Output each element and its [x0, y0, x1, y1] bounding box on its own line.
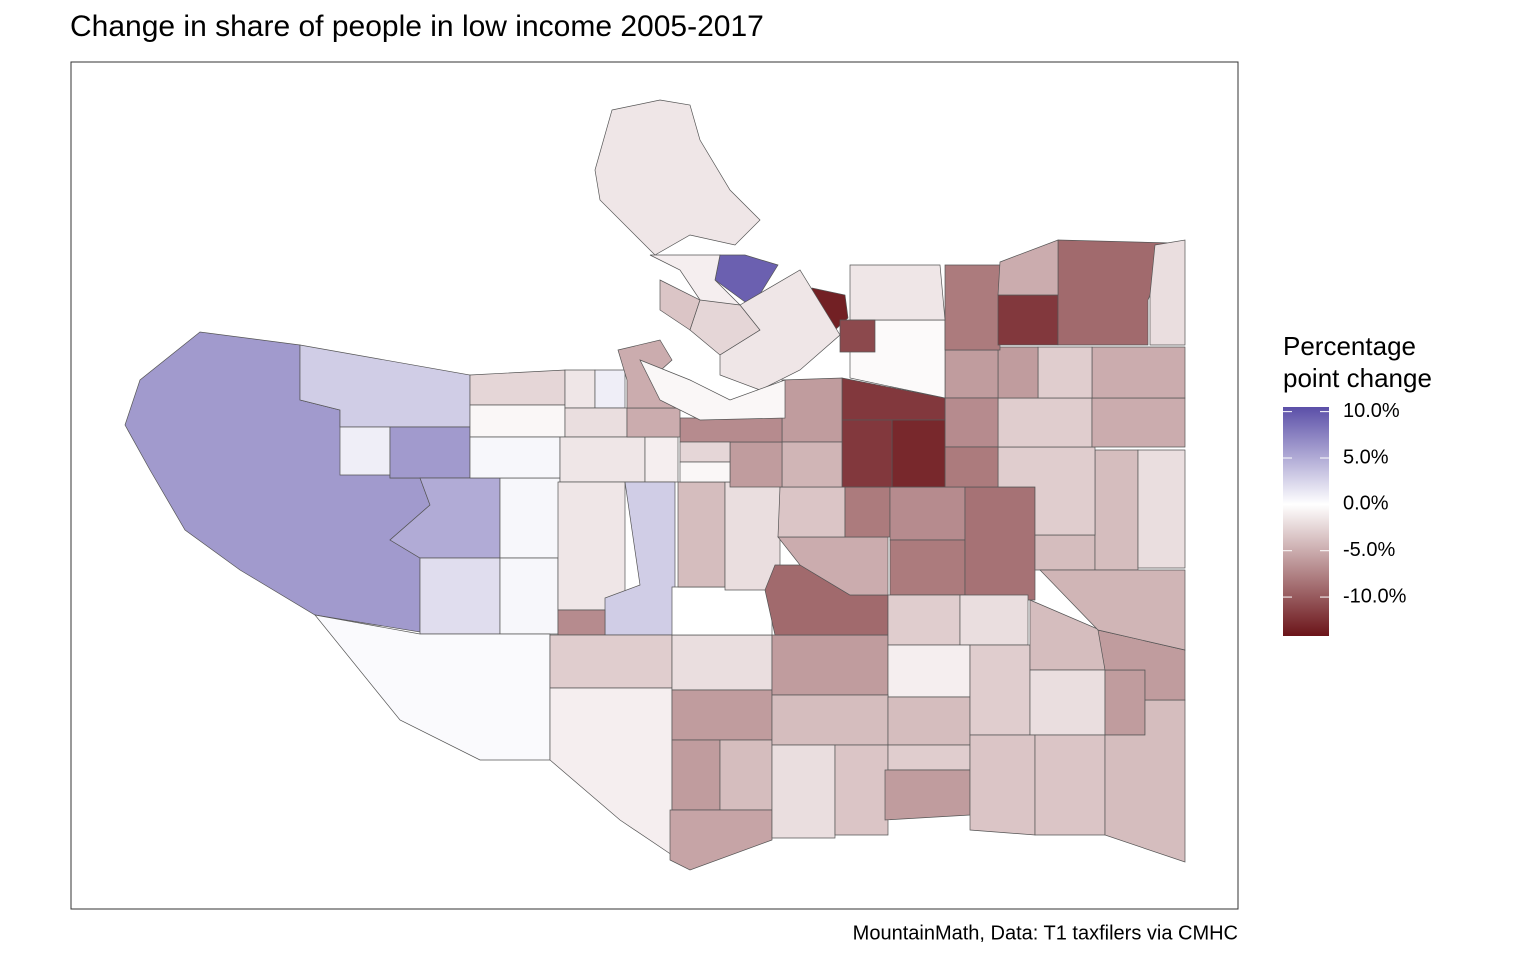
region — [671, 689, 773, 741]
region — [887, 744, 971, 771]
region — [891, 419, 946, 488]
region — [679, 417, 783, 443]
region — [679, 461, 731, 483]
region — [839, 319, 876, 353]
region — [849, 264, 946, 321]
region — [469, 404, 566, 438]
region — [844, 486, 891, 538]
region — [1091, 346, 1186, 399]
region — [1091, 397, 1186, 448]
region — [1057, 239, 1173, 346]
caption: MountainMath, Data: T1 taxfilers via CMH… — [853, 922, 1238, 944]
region — [644, 436, 679, 483]
region — [1104, 669, 1146, 736]
region — [389, 426, 471, 479]
region — [969, 644, 1031, 736]
region — [557, 609, 606, 636]
region — [889, 486, 966, 541]
colorbar-tick-label: 5.0% — [1343, 446, 1389, 468]
colorbar-tick-label: -10.0% — [1343, 585, 1407, 607]
colorbar-tick-label: 0.0% — [1343, 493, 1389, 515]
region — [771, 744, 836, 839]
region — [594, 99, 761, 256]
region — [1149, 239, 1186, 346]
region — [671, 586, 773, 636]
region — [594, 369, 626, 409]
region — [639, 359, 786, 421]
region — [834, 744, 889, 836]
region — [1094, 449, 1139, 571]
region — [781, 377, 843, 443]
region — [499, 557, 559, 635]
region — [1037, 346, 1093, 399]
region — [969, 734, 1036, 836]
region — [777, 486, 846, 538]
region — [729, 441, 783, 488]
colorbar-tick-label: 10.0% — [1343, 400, 1400, 422]
region — [887, 644, 971, 698]
region — [771, 634, 889, 696]
region — [944, 264, 1001, 351]
region — [944, 349, 999, 399]
region — [771, 694, 889, 746]
colorbar — [1283, 407, 1329, 636]
region — [419, 557, 501, 635]
region — [1034, 734, 1106, 836]
region — [671, 634, 773, 691]
region — [884, 769, 971, 821]
region — [781, 441, 843, 488]
region — [1039, 569, 1186, 651]
region — [557, 481, 626, 611]
region — [959, 594, 1029, 646]
region — [1034, 534, 1096, 571]
legend: 10.0% 5.0% 0.0% -5.0% -10.0% — [1283, 400, 1407, 607]
region — [469, 369, 566, 406]
region — [887, 594, 961, 646]
region — [997, 346, 1039, 399]
region — [1137, 449, 1186, 569]
region — [964, 486, 1036, 601]
region — [889, 539, 966, 596]
region — [549, 634, 673, 689]
region — [997, 239, 1059, 296]
legend-title: point change — [1283, 363, 1432, 393]
region — [559, 436, 646, 483]
region — [669, 809, 773, 871]
panel-border — [70, 61, 1239, 910]
region — [469, 436, 561, 479]
region — [997, 294, 1059, 346]
region — [564, 369, 596, 409]
map — [124, 99, 1186, 871]
region — [564, 407, 628, 438]
colorbar-tick-label: -5.0% — [1343, 539, 1395, 561]
region — [549, 687, 673, 856]
region — [944, 446, 999, 488]
region — [679, 441, 731, 463]
region — [997, 397, 1093, 448]
region — [841, 419, 893, 488]
region — [719, 739, 773, 811]
region — [677, 481, 726, 588]
region — [887, 696, 971, 746]
region — [944, 397, 999, 448]
region — [499, 477, 561, 559]
region — [314, 614, 551, 761]
region — [626, 407, 681, 438]
region — [1029, 669, 1106, 736]
region — [671, 739, 721, 811]
legend-title: Percentage — [1283, 331, 1416, 361]
chart-title: Change in share of people in low income … — [70, 10, 764, 43]
region — [339, 426, 391, 476]
